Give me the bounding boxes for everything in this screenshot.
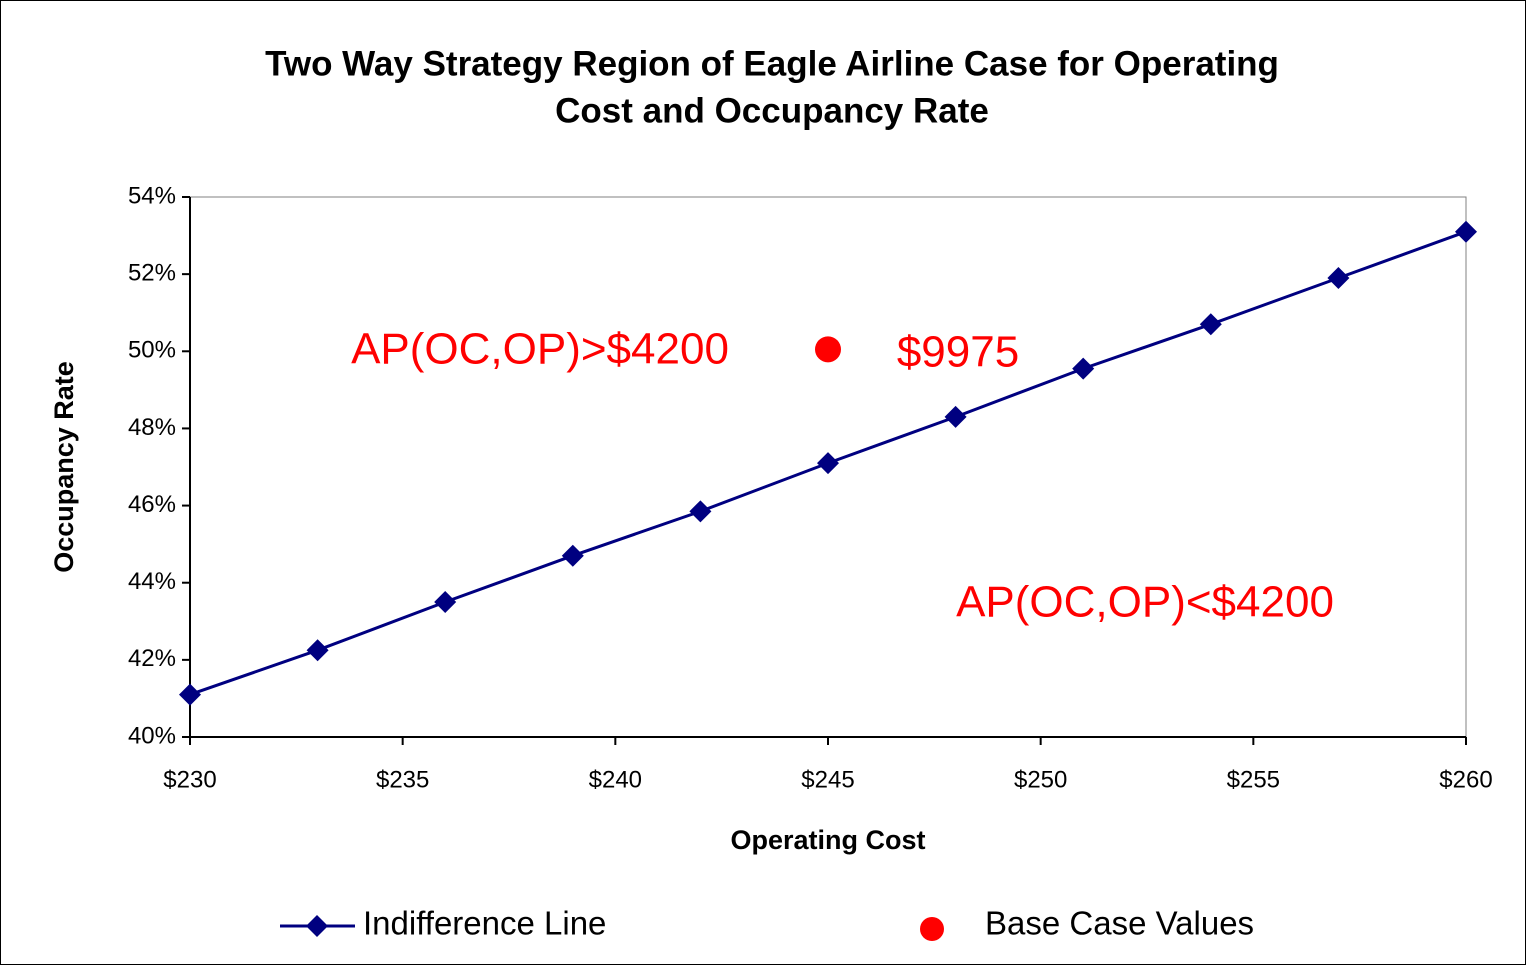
marker — [1327, 267, 1350, 289]
marker — [689, 500, 712, 523]
x-tick-label: $240 — [589, 766, 642, 793]
marker — [1455, 220, 1477, 243]
chart-title: Two Way Strategy Region of Eagle Airline… — [265, 44, 1279, 83]
x-tick-label: $260 — [1439, 766, 1492, 793]
marker — [944, 405, 967, 428]
y-tick-label: 42% — [128, 645, 176, 672]
y-tick-label: 46% — [128, 491, 176, 518]
x-tick-label: $250 — [1014, 766, 1067, 793]
x-tick-label: $245 — [801, 766, 854, 793]
x-tick-label: $255 — [1227, 766, 1280, 793]
chart-title: Cost and Occupancy Rate — [555, 91, 989, 130]
annotation: $9975 — [897, 328, 1019, 377]
marker — [306, 639, 329, 662]
legend-marker — [306, 915, 328, 937]
x-axis-label: Operating Cost — [730, 825, 925, 855]
marker — [179, 683, 201, 706]
y-tick-label: 44% — [128, 568, 176, 595]
y-tick-label: 48% — [128, 414, 176, 441]
marker — [1072, 357, 1095, 380]
legend-label: Indifference Line — [363, 905, 606, 942]
y-tick-label: 54% — [128, 182, 176, 209]
marker — [815, 336, 841, 363]
y-tick-label: 40% — [128, 722, 176, 749]
marker — [817, 452, 839, 475]
marker — [561, 544, 584, 567]
marker — [1199, 313, 1222, 336]
y-tick-label: 50% — [128, 337, 176, 364]
x-tick-label: $235 — [376, 766, 429, 793]
legend-label: Base Case Values — [985, 905, 1254, 942]
annotation: AP(OC,OP)<$4200 — [956, 578, 1334, 627]
annotation: AP(OC,OP)>$4200 — [351, 325, 729, 374]
marker — [434, 591, 457, 613]
y-axis-label: Occupancy Rate — [49, 361, 79, 573]
legend-marker — [920, 917, 944, 941]
x-tick-label: $230 — [163, 766, 216, 793]
y-tick-label: 52% — [128, 259, 176, 286]
